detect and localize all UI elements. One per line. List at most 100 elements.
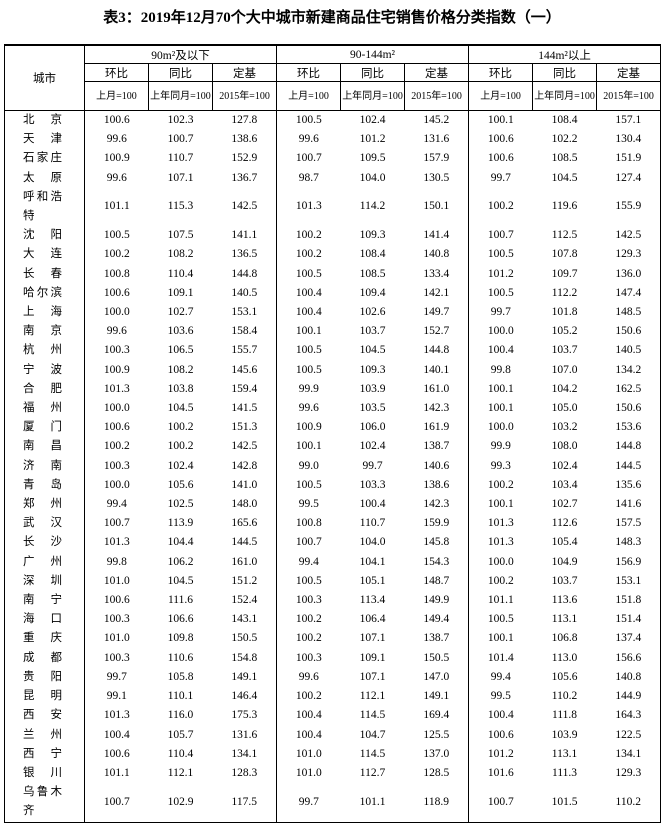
index-value: 112.1 [167,766,194,779]
index-value: 100.1 [468,629,533,649]
index-value: 100.6 [84,283,149,304]
index-value: 103.7 [359,325,386,338]
index-value: 134.1 [231,747,258,760]
index-value: 101.0 [84,629,149,649]
index-value: 140.8 [615,670,642,683]
index-value: 113.1 [551,613,578,626]
index-value: 100.6 [84,591,149,611]
index-value: 108.5 [551,152,578,165]
index-value: 100.6 [468,149,533,169]
index-value: 105.6 [167,478,194,491]
city-name: 长春 [23,267,62,280]
index-value: 103.8 [167,382,194,395]
index-value: 111.8 [552,709,578,722]
index-value: 100.4 [468,706,533,726]
index-value: 100.6 [468,130,533,150]
index-value: 101.4 [468,648,533,668]
subheader: 环比 [276,63,342,82]
table-row: 太原 99.6 107.1 136.7 98.7 104.0 130.5 99.7 104.5 1… [5,168,661,188]
index-value: 103.9 [551,728,578,741]
index-value: 102.4 [359,114,386,126]
index-value: 148.0 [231,498,258,511]
index-value: 150.5 [423,651,450,664]
subheader: 定基 [404,63,470,82]
index-value: 103.7 [551,574,578,587]
index-value: 107.1 [167,171,194,184]
index-value: 107.1 [359,632,386,645]
index-value: 100.7 [84,514,149,534]
index-value: 100.8 [276,514,341,534]
city-name: 深圳 [23,574,62,587]
index-value: 100.3 [84,341,149,361]
index-value: 101.8 [551,306,578,319]
index-value: 131.6 [231,728,258,741]
index-value: 145.8 [423,536,450,549]
index-value: 111.3 [552,766,578,779]
index-value: 146.4 [231,690,258,703]
base-label: 上月=100 [468,81,534,111]
index-value: 104.5 [551,171,578,184]
index-value: 147.4 [615,286,642,299]
index-value: 138.7 [423,632,450,645]
index-value: 159.4 [231,382,258,395]
city-name: 杭州 [23,344,62,357]
index-value: 129.3 [615,248,642,261]
index-value: 156.9 [615,555,642,568]
index-value: 100.2 [468,571,533,592]
index-value: 144.8 [615,440,642,453]
index-value: 109.3 [359,363,386,376]
index-value: 153.6 [615,421,642,434]
index-value: 100.5 [276,475,341,496]
index-value: 134.2 [615,363,642,376]
index-value: 100.7 [84,783,149,823]
index-value: 101.0 [276,763,341,784]
index-value: 100.3 [276,591,341,611]
index-value: 114.5 [359,709,386,722]
index-value: 142.5 [231,440,258,453]
index-value: 104.5 [167,574,194,587]
index-value: 107.8 [551,248,578,261]
index-value: 151.9 [615,152,642,165]
index-value: 110.7 [359,517,386,530]
index-value: 125.5 [423,728,450,741]
index-value: 100.1 [468,399,533,419]
index-value: 100.9 [276,418,341,438]
index-value: 100.9 [84,360,149,380]
index-value: 101.0 [276,744,341,764]
index-value: 106.6 [167,613,194,626]
table-row: 南京 99.6 103.6 158.4 100.1 103.7 152.7 100.0 105.… [5,322,661,342]
city-name: 北京 [23,114,62,126]
index-value: 100.5 [468,245,533,265]
group-header: 144m²以上 [468,44,662,64]
index-value: 141.1 [231,229,258,242]
index-value: 105.7 [167,728,194,741]
index-value: 106.8 [551,632,578,645]
index-value: 109.4 [359,286,386,299]
city-name: 成都 [23,651,62,664]
index-value: 100.6 [84,418,149,438]
index-value: 137.0 [423,747,450,760]
table-header: 城市 90m²及以下 90-144m² 144m²以上 环比 同比 定基 环比 同比 定基… [4,44,662,111]
index-value: 99.6 [84,168,149,188]
index-value: 110.7 [167,152,194,165]
index-value: 102.3 [167,114,194,126]
index-value: 150.6 [615,325,642,338]
table-row: 厦门 100.6 100.2 151.3 100.9 106.0 161.9 100.0 103… [5,418,661,438]
index-value: 105.4 [551,536,578,549]
index-value: 108.4 [359,248,386,261]
index-value: 100.8 [84,264,149,284]
index-value: 109.1 [359,651,386,664]
index-value: 110.6 [167,651,194,664]
index-value: 100.1 [468,110,533,131]
index-value: 156.6 [615,651,642,664]
index-value: 104.4 [167,536,194,549]
index-value: 100.2 [276,687,341,707]
index-value: 101.1 [84,763,149,784]
index-value: 102.5 [167,498,194,511]
index-value: 153.1 [615,574,642,587]
table-row: 贵阳 99.7 105.8 149.1 99.6 107.1 147.0 99.4 105.6 1… [5,667,661,688]
index-value: 103.6 [167,325,194,338]
index-value: 101.3 [276,187,341,227]
index-value: 142.5 [231,200,258,213]
index-value: 108.5 [359,267,386,280]
